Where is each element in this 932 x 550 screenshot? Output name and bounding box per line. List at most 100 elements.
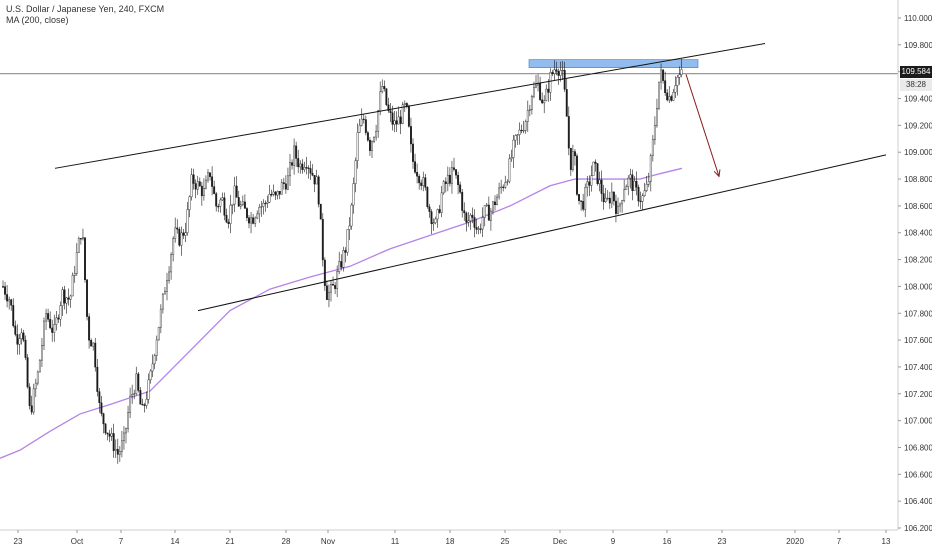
candle-body <box>219 199 222 207</box>
candle-body <box>647 181 650 185</box>
candle-body <box>297 158 300 168</box>
candle-body <box>369 140 371 151</box>
candle-body <box>580 200 583 202</box>
candle-body <box>239 204 242 207</box>
candle-body <box>563 69 566 90</box>
candle-body <box>438 209 441 213</box>
candles <box>2 58 683 464</box>
candle-body <box>574 151 576 157</box>
candle-body <box>125 428 127 434</box>
candle-body <box>217 206 220 208</box>
candle-body <box>32 388 35 413</box>
candle-body <box>18 338 21 345</box>
candle-body <box>86 279 89 317</box>
candle-body <box>608 197 611 204</box>
candle-body <box>407 105 410 127</box>
time-tick-label: Nov <box>321 537 335 546</box>
indicator-label[interactable]: MA (200, close) <box>6 15 69 25</box>
time-tick-label: 11 <box>391 537 400 546</box>
candle-body <box>633 180 636 191</box>
candle-body <box>436 209 439 220</box>
candle-body <box>455 169 457 176</box>
time-axis[interactable]: 23 Oct 7 14 21 28 Nov 11 18 25 Dec 9 16 23 2020 7 13 <box>0 529 898 546</box>
candle-body <box>678 74 681 78</box>
candle-body <box>510 157 513 160</box>
price-tick-label: 109.200 <box>904 121 932 130</box>
candle-body <box>547 88 550 93</box>
price-axis[interactable]: 110.000109.800109.600109.400109.200109.0… <box>897 0 932 533</box>
candle-body <box>549 72 552 93</box>
candle-body <box>448 174 451 184</box>
candle-body <box>184 232 187 236</box>
candle-body <box>340 261 343 268</box>
candle-body <box>149 370 152 381</box>
candle-body <box>615 200 617 214</box>
symbol-title[interactable]: U.S. Dollar / Japanese Yen, 240, FXCM <box>6 4 165 14</box>
price-tick-label: 109.800 <box>904 41 932 50</box>
candle-body <box>315 176 318 185</box>
chart-legend: U.S. Dollar / Japanese Yen, 240, FXCM MA… <box>6 4 164 26</box>
candle-body <box>487 204 490 221</box>
candle-body <box>278 191 281 195</box>
candle-body <box>379 91 382 111</box>
candle-body <box>475 227 478 230</box>
candle-body <box>533 86 535 97</box>
candle-body <box>555 69 558 72</box>
ma-200-line <box>0 167 683 459</box>
candle-body <box>112 433 115 451</box>
candle-body <box>145 399 148 406</box>
candle-body <box>535 84 537 88</box>
price-tick-label: 107.400 <box>904 363 932 372</box>
candle-body <box>621 200 624 205</box>
candle-body <box>479 228 482 230</box>
candle-body <box>576 155 578 195</box>
candle-body <box>114 448 117 451</box>
candle-body <box>305 167 308 169</box>
bar-countdown-value: 38:28 <box>905 80 927 89</box>
candle-body <box>440 192 443 213</box>
candle-body <box>522 130 525 132</box>
candle-body <box>428 206 431 212</box>
candle-body <box>291 162 293 166</box>
candle-body <box>108 433 111 437</box>
candle-body <box>348 225 351 230</box>
candle-body <box>325 285 328 300</box>
time-tick-label: Dec <box>553 537 567 546</box>
candle-body <box>559 70 562 76</box>
candle-body <box>334 285 337 289</box>
candle-body <box>397 116 400 125</box>
candle-body <box>578 194 580 201</box>
candle-body <box>182 232 185 236</box>
candle-body <box>658 81 660 109</box>
plot-area[interactable] <box>0 43 898 464</box>
candle-body <box>463 210 466 214</box>
candle-body <box>418 176 421 184</box>
candle-body <box>498 187 501 198</box>
candle-body <box>241 201 244 205</box>
candle-body <box>321 219 324 261</box>
candle-body <box>641 195 644 202</box>
candle-body <box>301 163 304 170</box>
price-tick-label: 106.800 <box>904 443 932 452</box>
candle-body <box>528 109 531 111</box>
candle-body <box>477 228 480 230</box>
candle-body <box>328 291 330 300</box>
candle-body <box>266 201 269 204</box>
candle-body <box>494 201 496 206</box>
candle-body <box>88 316 91 341</box>
candle-body <box>155 339 158 356</box>
candle-body <box>481 217 484 230</box>
candle-body <box>245 208 248 218</box>
candle-body <box>59 305 62 320</box>
candle-body <box>127 412 130 429</box>
candle-body <box>344 250 347 253</box>
candle-body <box>623 189 626 201</box>
time-tick-label: 18 <box>446 537 455 546</box>
candle-body <box>520 129 523 132</box>
candle-body <box>47 313 50 320</box>
candle-body <box>557 71 560 76</box>
time-tick-label: 9 <box>611 537 616 546</box>
candle-body <box>200 185 203 197</box>
candle-body <box>385 88 388 106</box>
